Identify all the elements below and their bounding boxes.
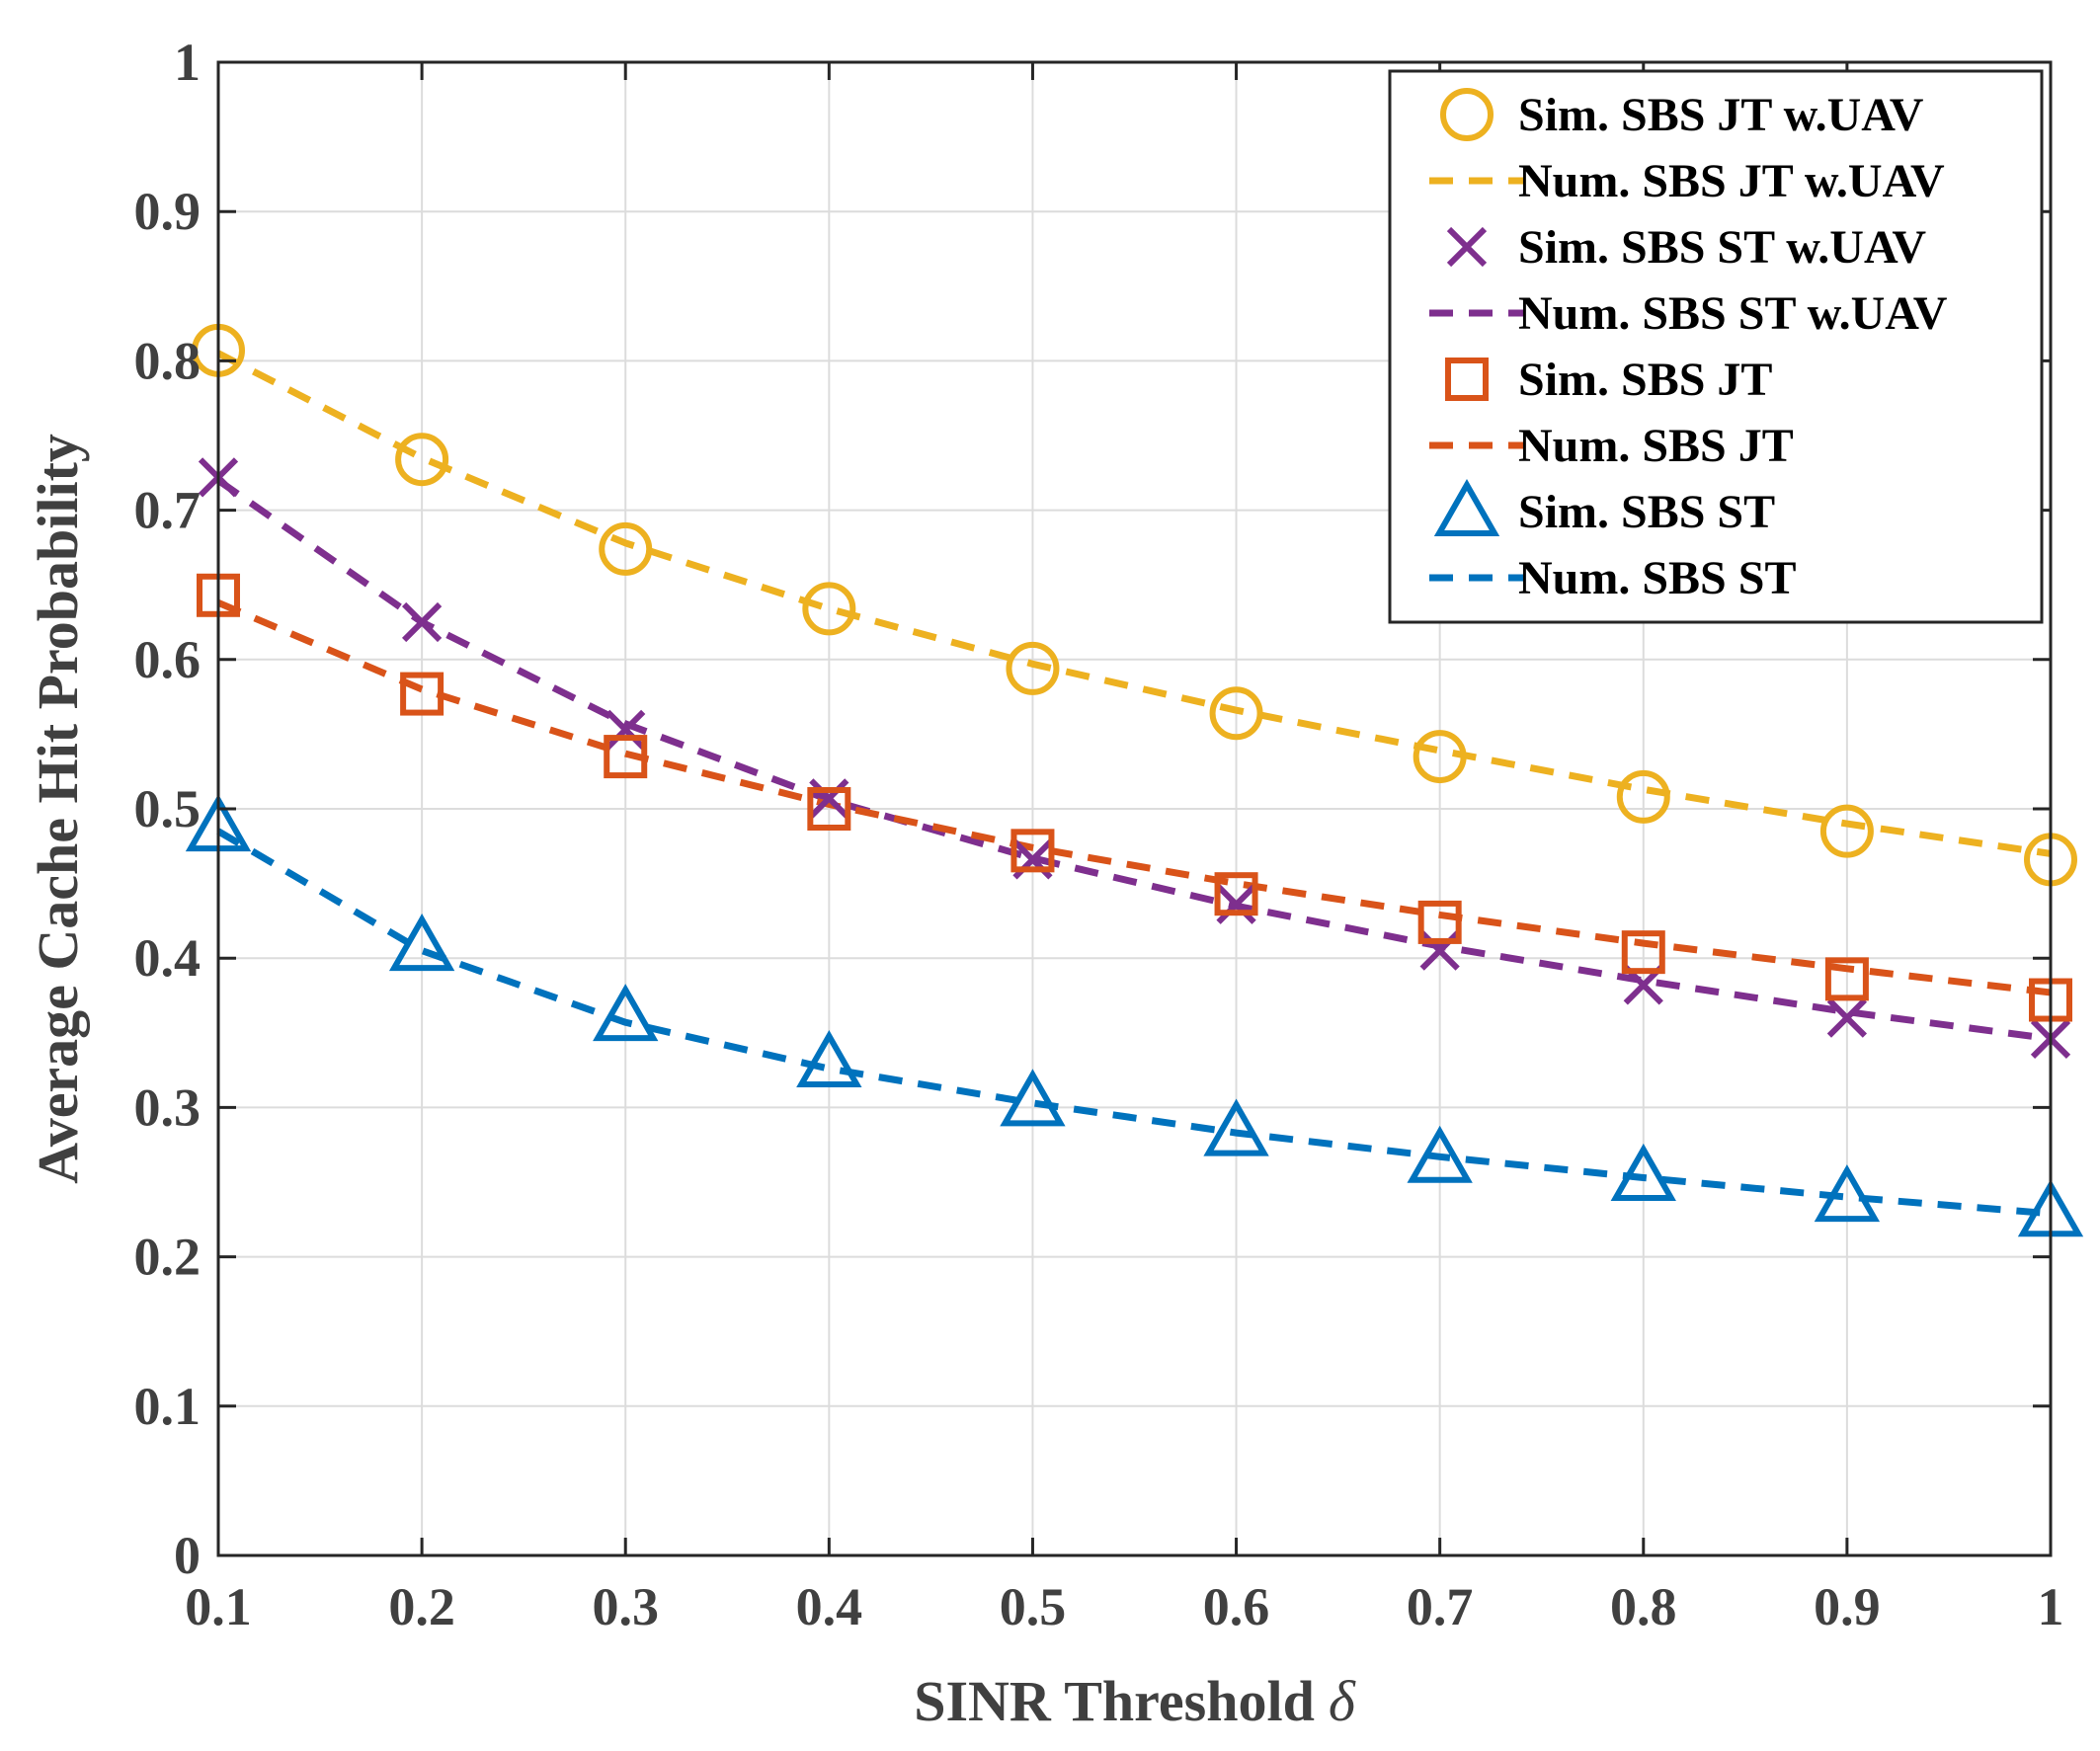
data-point [1814, 1164, 1881, 1223]
y-tick-label: 0.3 [134, 1077, 202, 1137]
y-tick-label: 0.4 [134, 928, 202, 988]
x-tick-label: 1 [2038, 1577, 2064, 1636]
data-point [796, 1029, 862, 1088]
x-tick-label: 0.2 [388, 1577, 455, 1636]
data-point [395, 433, 449, 487]
legend: Sim. SBS JT w.UAV Num. SBS JT w.UAV Sim. S… [1388, 69, 2044, 624]
y-tick-label: 1 [174, 33, 201, 92]
legend-swatch [1446, 226, 1488, 268]
y-tick-label: 0.6 [134, 630, 202, 689]
x-tick-label: 0.8 [1610, 1577, 1677, 1636]
legend-label: Sim. SBS ST [1518, 486, 1775, 538]
legend-label: Sim. SBS JT w.UAV [1518, 89, 1924, 141]
data-point [1209, 686, 1263, 741]
series-sim-sbs-jt-w-uav [192, 323, 2077, 887]
legend-label: Sim. SBS ST w.UAV [1518, 221, 1926, 274]
legend-label: Num. SBS ST [1518, 552, 1796, 604]
data-point [1417, 900, 1462, 944]
data-point [1216, 884, 1256, 924]
legend-item: Num. SBS ST w.UAV [1429, 287, 1948, 340]
series-line [215, 477, 2052, 1043]
legend-item: Num. SBS JT [1429, 420, 1794, 472]
legend-item: Sim. SBS JT w.UAV [1440, 88, 1924, 141]
series-line [216, 350, 2052, 857]
data-point [1010, 829, 1055, 873]
x-tick-label: 0.3 [592, 1577, 659, 1636]
series-num-sbs-jt-w-uav [216, 350, 2052, 857]
legend-label: Sim. SBS JT [1518, 354, 1772, 406]
x-tick-label: 0.1 [185, 1577, 252, 1636]
data-point [809, 778, 849, 819]
legend-item: Sim. SBS JT [1445, 354, 1772, 406]
data-point [1407, 1125, 1473, 1183]
legend-swatch [1433, 478, 1500, 536]
y-tick-label: 0.7 [134, 481, 202, 540]
data-point [388, 914, 455, 972]
y-tick-label: 0.5 [134, 779, 202, 838]
legend-item: Num. SBS JT w.UAV [1429, 155, 1945, 207]
legend-label: Num. SBS JT w.UAV [1518, 155, 1945, 207]
series-line [216, 599, 2052, 996]
series-num-sbs-jt [216, 599, 2052, 996]
data-point [802, 582, 856, 636]
data-point [599, 521, 653, 576]
data-point [1616, 769, 1670, 824]
legend-item: Sim. SBS ST [1433, 478, 1775, 538]
data-point [400, 672, 444, 716]
series-layer [185, 323, 2084, 1237]
data-point [1214, 872, 1258, 916]
legend-item: Num. SBS ST [1429, 552, 1796, 604]
legend-item: Sim. SBS ST w.UAV [1446, 221, 1926, 274]
axis-ticks: 0.1 0.2 0.3 0.4 0.5 0.6 0.7 0.8 0.9 100.10.20.30.… [134, 33, 2064, 1636]
y-axis-title: Average Cache Hit Probability [26, 434, 90, 1184]
data-point [1413, 730, 1467, 784]
data-point [1826, 997, 1868, 1038]
data-point [1621, 930, 1665, 975]
legend-label: Num. SBS JT [1518, 420, 1794, 472]
data-point [1610, 1143, 1676, 1201]
x-tick-label: 0.4 [796, 1577, 863, 1636]
data-point [606, 709, 646, 750]
legend-swatch [1440, 88, 1494, 141]
series-line [216, 828, 2052, 1218]
data-point [807, 787, 851, 831]
data-point [1203, 1098, 1269, 1156]
y-tick-label: 0.8 [134, 331, 202, 390]
x-axis-title-symbol: δ [1329, 1669, 1356, 1733]
x-tick-label: 0.7 [1407, 1577, 1474, 1636]
series-num-sbs-st [216, 828, 2052, 1218]
data-point [401, 601, 443, 643]
legend-label: Num. SBS ST w.UAV [1518, 287, 1948, 340]
x-axis-title-text: SINR Threshold [914, 1669, 1315, 1733]
y-tick-label: 0.9 [134, 182, 202, 241]
x-tick-label: 0.6 [1203, 1577, 1270, 1636]
data-point [604, 735, 648, 779]
legend-box [1388, 69, 2044, 624]
x-tick-label: 0.9 [1814, 1577, 1881, 1636]
data-point [1006, 641, 1060, 695]
y-tick-label: 0.2 [134, 1228, 202, 1287]
data-point [1819, 804, 1874, 858]
legend-swatch [1445, 358, 1489, 401]
series-num-sbs-st-w-uav [215, 477, 2052, 1043]
data-point [1000, 1069, 1066, 1127]
data-point [1824, 957, 1869, 1001]
y-tick-label: 0 [174, 1526, 201, 1585]
data-point [593, 984, 659, 1042]
x-tick-label: 0.5 [1000, 1577, 1067, 1636]
y-tick-label: 0.1 [134, 1377, 202, 1436]
x-axis-title: SINR Threshold δ [914, 1669, 1356, 1733]
